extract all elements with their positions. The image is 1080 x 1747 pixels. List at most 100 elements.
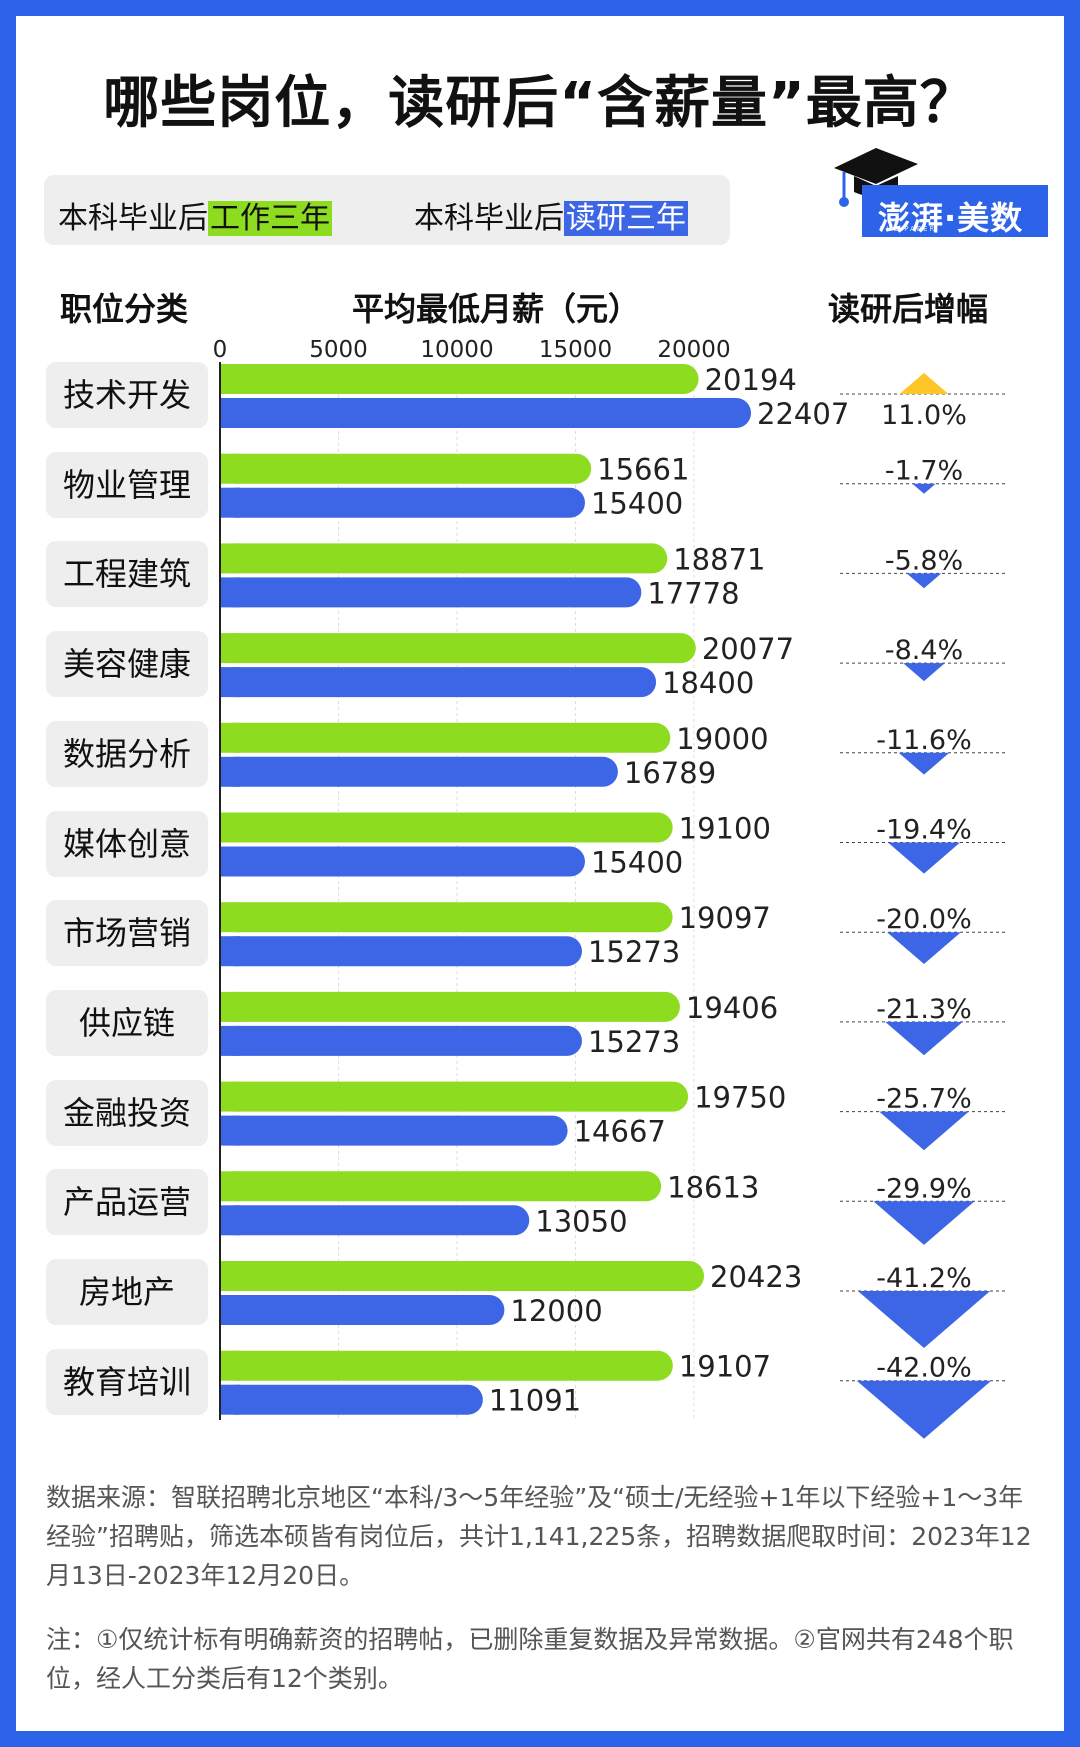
bar-work-base xyxy=(220,364,240,394)
bar-study xyxy=(220,846,585,877)
bar-work-base xyxy=(220,812,240,843)
bar-work xyxy=(220,1261,705,1291)
legend-study-prefix: 本科毕业后 xyxy=(414,201,564,236)
value-label-study: 11091 xyxy=(489,1384,581,1418)
bar-study xyxy=(220,1295,505,1325)
category-label: 市场营销 xyxy=(46,900,208,967)
bar-study-base xyxy=(220,398,240,428)
growth-triangle-down xyxy=(887,842,961,874)
growth-triangle-down xyxy=(879,1111,969,1151)
value-label-study: 15273 xyxy=(588,935,680,969)
bar-study-base xyxy=(220,1295,240,1325)
value-label-work: 19000 xyxy=(676,722,768,756)
growth-triangle-down xyxy=(887,932,961,965)
value-label-study: 22407 xyxy=(757,397,849,431)
header-category: 职位分类 xyxy=(60,290,189,328)
bar-study xyxy=(220,1205,530,1236)
value-label-work: 20423 xyxy=(710,1260,802,1294)
bar-work-base xyxy=(220,902,240,933)
category-label: 供应链 xyxy=(46,989,208,1056)
value-label-work: 18871 xyxy=(673,542,765,576)
growth-triangle-down xyxy=(906,573,942,589)
growth-label: -41.2% xyxy=(876,1263,972,1294)
bar-work xyxy=(220,633,696,664)
x-tick-label: 0 xyxy=(213,337,228,363)
growth-triangle-up xyxy=(899,372,949,394)
bar-study-base xyxy=(220,1025,240,1056)
growth-triangle-down xyxy=(885,1021,963,1056)
value-label-study: 18400 xyxy=(662,666,754,700)
growth-label: 11.0% xyxy=(881,400,967,431)
bar-study xyxy=(220,1025,582,1056)
legend-work-prefix: 本科毕业后 xyxy=(58,201,208,236)
bar-work-base xyxy=(220,633,240,664)
bar-study-base xyxy=(220,936,240,967)
value-label-study: 15400 xyxy=(591,846,683,880)
logo-subtext: THE PAPER xyxy=(880,225,937,233)
bar-work-base xyxy=(220,1171,240,1202)
value-label-study: 12000 xyxy=(510,1294,602,1328)
value-label-work: 19107 xyxy=(679,1350,771,1384)
bar-study xyxy=(220,398,752,428)
bar-work-base xyxy=(220,1081,240,1112)
bar-work-base xyxy=(220,1350,240,1381)
bar-work-base xyxy=(220,991,240,1022)
brand-logo: 澎湃·美数课 THE PAPER xyxy=(862,185,1048,283)
bar-work xyxy=(220,453,592,484)
value-label-study: 16789 xyxy=(624,756,716,790)
bar-work xyxy=(220,902,673,933)
bar-study-base xyxy=(220,1115,240,1146)
growth-label: -20.0% xyxy=(876,904,972,935)
category-label: 美容健康 xyxy=(46,631,208,698)
category-label: 物业管理 xyxy=(46,451,208,518)
bar-work xyxy=(220,543,668,574)
value-label-work: 20194 xyxy=(705,363,797,397)
bar-work-base xyxy=(220,722,240,753)
category-label: 房地产 xyxy=(46,1259,208,1325)
x-tick-label: 20000 xyxy=(657,337,730,363)
value-label-work: 18613 xyxy=(667,1170,759,1204)
bar-study-base xyxy=(220,1384,240,1415)
legend: 本科毕业后工作三年 本科毕业后读研三年 xyxy=(44,175,730,245)
legend-study-highlight: 读研三年 xyxy=(564,201,688,236)
bar-study xyxy=(220,577,642,608)
bar-study xyxy=(220,667,657,698)
growth-triangle-down xyxy=(903,663,945,682)
bar-work xyxy=(220,991,680,1022)
growth-triangle-down xyxy=(857,1291,991,1349)
value-label-study: 14667 xyxy=(574,1115,666,1149)
bar-work xyxy=(220,364,699,394)
growth-triangle-down xyxy=(898,752,950,775)
value-label-work: 20077 xyxy=(702,632,794,666)
growth-label: -42.0% xyxy=(876,1353,972,1384)
value-label-study: 17778 xyxy=(647,576,739,610)
value-label-work: 19100 xyxy=(679,812,771,846)
bar-work-base xyxy=(220,543,240,574)
x-tick-label: 5000 xyxy=(309,337,368,363)
footer-source: 数据来源：智联招聘北京地区“本科/3～5年经验”及“硕士/无经验+1年以下经验+… xyxy=(46,1483,1032,1590)
category-label: 产品运营 xyxy=(46,1169,208,1236)
category-label: 技术开发 xyxy=(46,362,208,428)
growth-triangle-down xyxy=(873,1201,975,1245)
bar-study-base xyxy=(220,756,240,787)
x-tick-label: 10000 xyxy=(420,337,493,363)
bar-work xyxy=(220,812,673,843)
growth-label: -1.7% xyxy=(885,456,963,487)
bar-work-base xyxy=(220,453,240,484)
growth-label: -29.9% xyxy=(876,1173,972,1204)
bar-work xyxy=(220,1171,662,1202)
value-label-work: 19097 xyxy=(679,901,771,935)
growth-label: -5.8% xyxy=(885,545,963,576)
category-label: 数据分析 xyxy=(46,720,208,787)
value-label-work: 15661 xyxy=(597,453,689,487)
category-label: 金融投资 xyxy=(46,1079,208,1146)
bar-work xyxy=(220,1081,689,1112)
bar-work xyxy=(220,1350,673,1381)
legend-work-highlight: 工作三年 xyxy=(208,201,332,236)
value-label-study: 15400 xyxy=(591,487,683,521)
bar-study-base xyxy=(220,487,240,518)
logo-text: 澎湃·美数课 xyxy=(878,199,1024,283)
growth-label: -21.3% xyxy=(876,994,972,1025)
bar-study-base xyxy=(220,846,240,877)
growth-label: -11.6% xyxy=(876,725,972,756)
